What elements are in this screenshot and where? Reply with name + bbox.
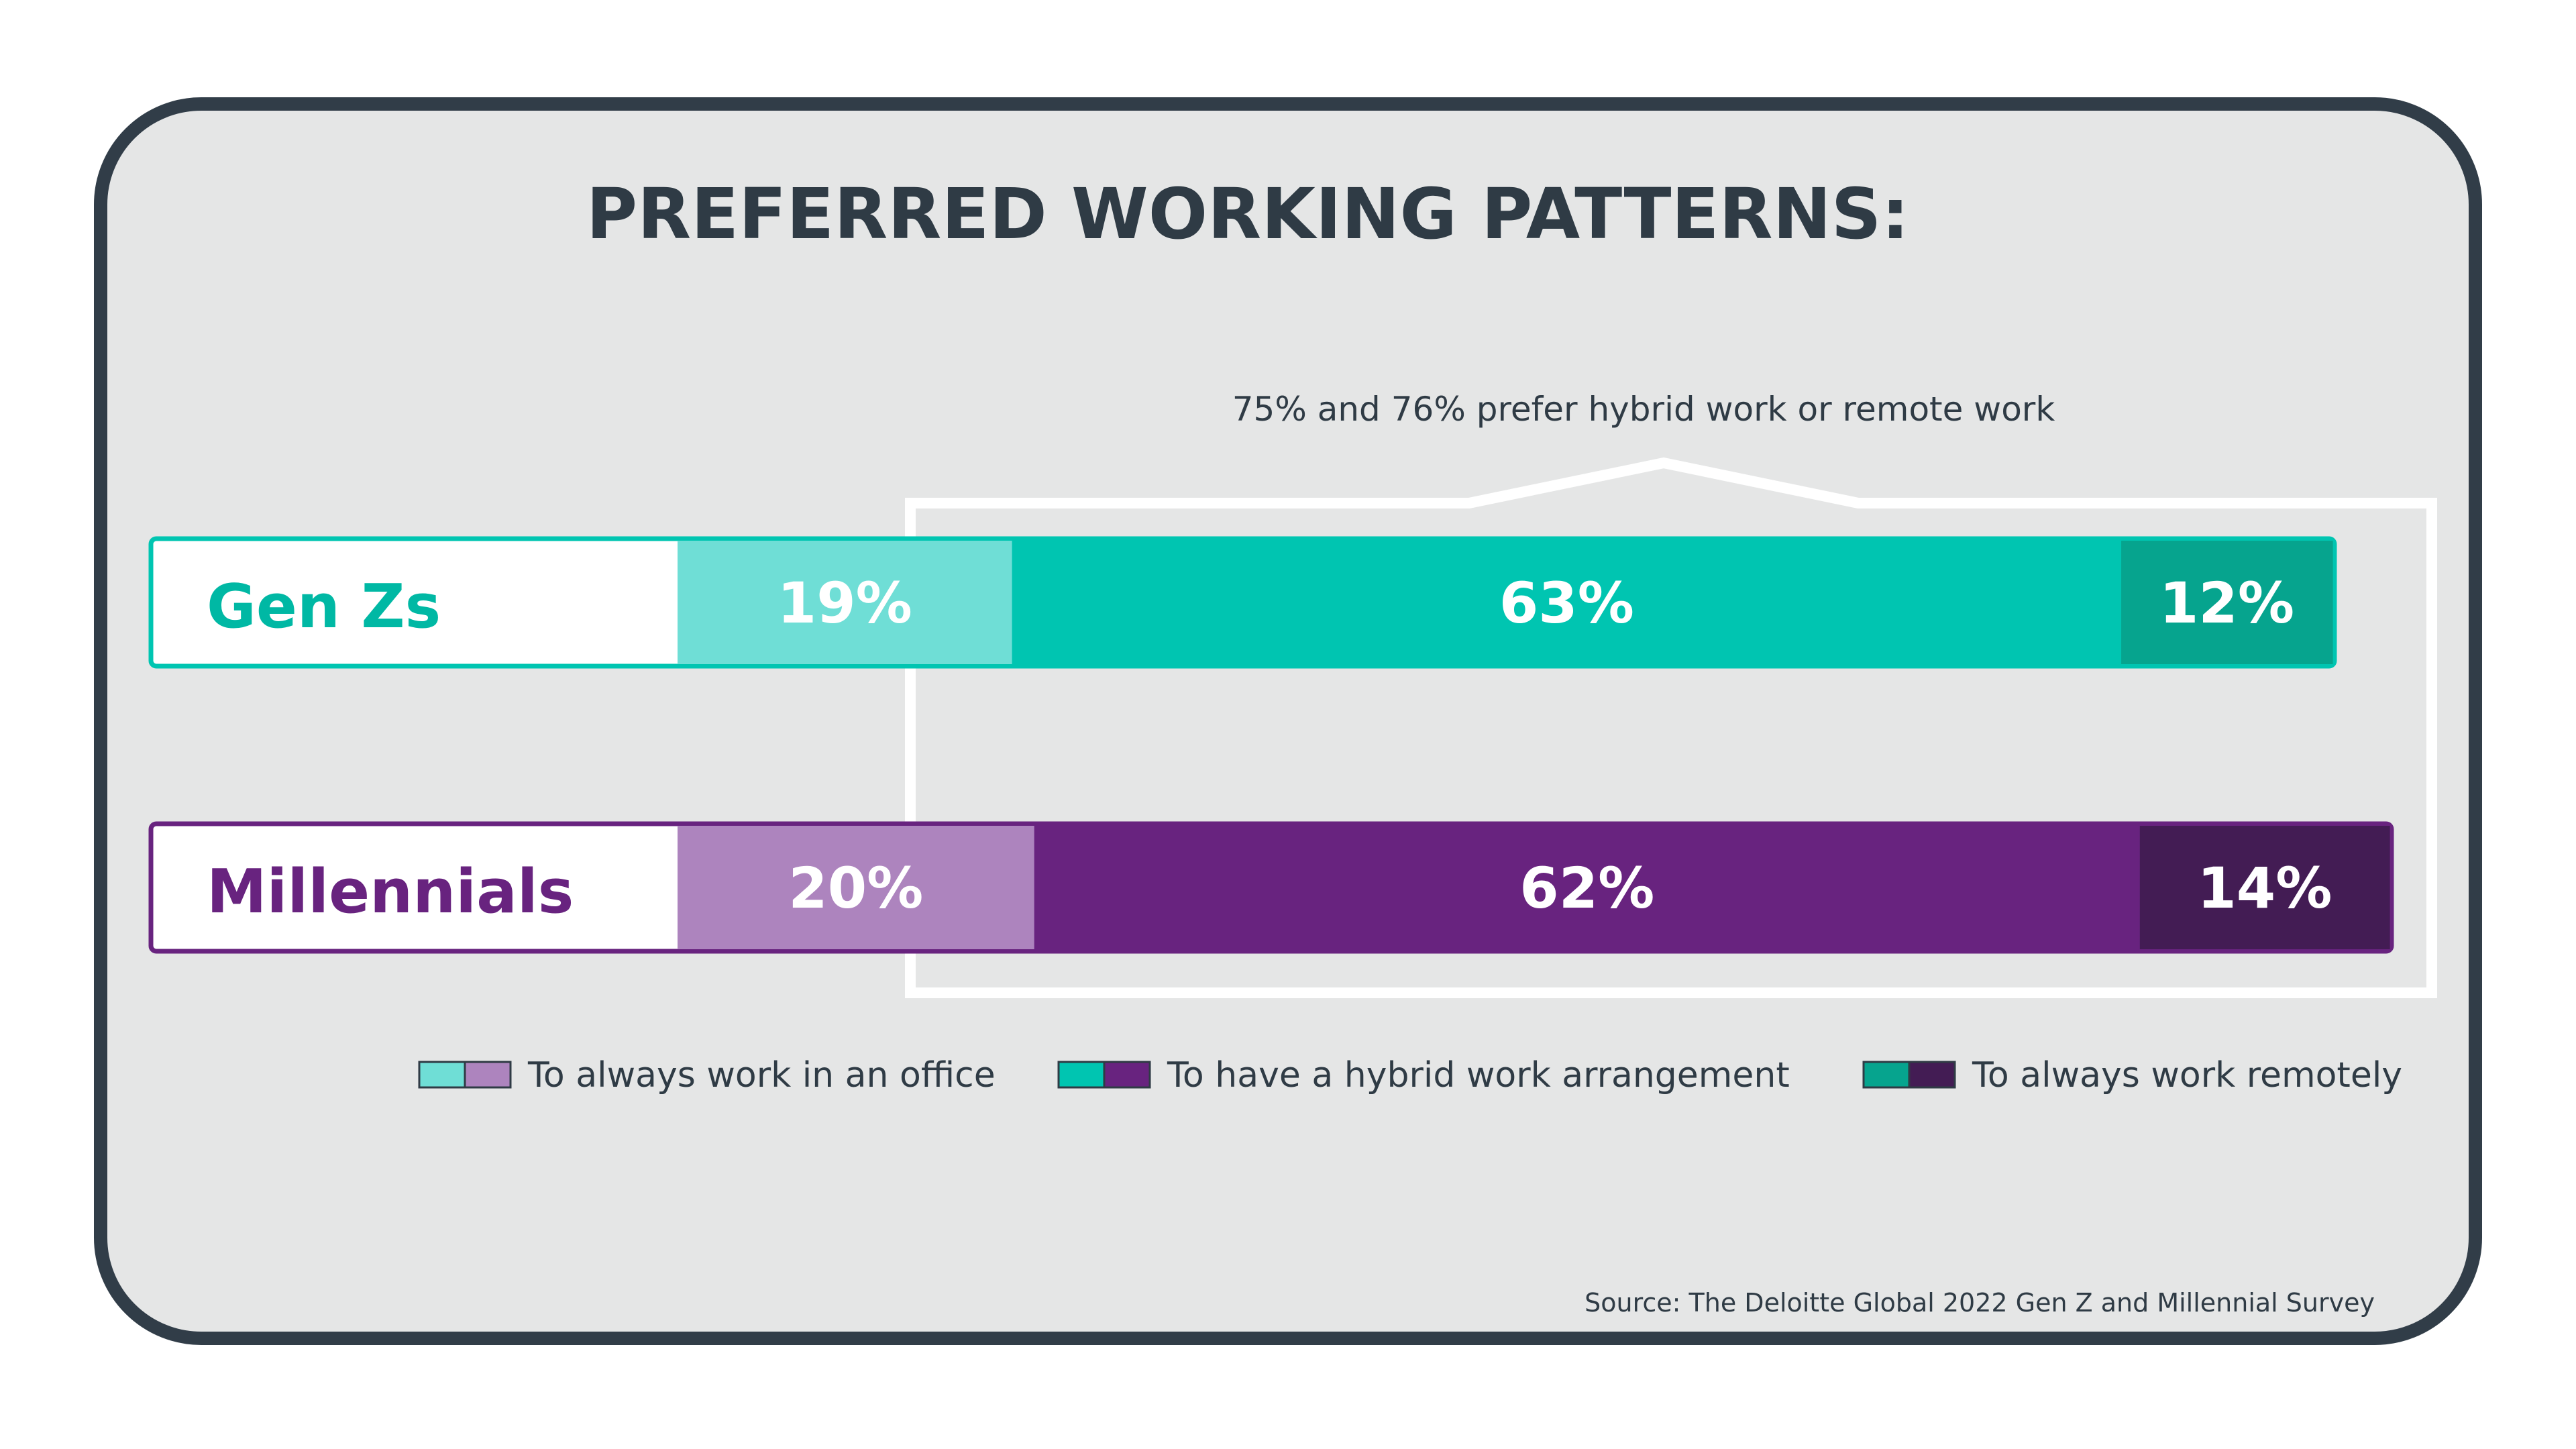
source-text: Source: The Deloitte Global 2022 Gen Z a… <box>1585 1288 2375 1318</box>
segments-genz: 19% 63% 12% <box>678 541 2333 664</box>
legend-item-office: To always work in an office <box>418 1055 996 1095</box>
data-label-genz-remote: 12% <box>2159 570 2294 636</box>
bar-segment-millennials-office <box>678 826 1035 949</box>
chart-title: PREFERRED WORKING PATTERNS: <box>586 173 1909 255</box>
legend-label-remote: To always work remotely <box>1972 1055 2402 1095</box>
annotation-text: 75% and 76% prefer hybrid work or remote… <box>1232 390 2055 429</box>
bar-segment-millennials-remote <box>2139 826 2390 949</box>
segments-millennials: 20% 62% 14% <box>678 826 2390 949</box>
row-label-millennials: Millennials <box>207 857 574 927</box>
chart-panel <box>94 97 2482 1345</box>
legend-swatch-office-millennials <box>464 1061 512 1089</box>
legend: To always work in an office To have a hy… <box>418 1055 2402 1095</box>
row-label-genz: Gen Zs <box>207 572 441 642</box>
data-label-millennials-remote: 14% <box>2197 855 2332 921</box>
data-label-genz-office: 19% <box>777 570 912 636</box>
bar-segment-genz-remote <box>2121 541 2333 664</box>
legend-item-remote: To always work remotely <box>1862 1055 2402 1095</box>
bar-segment-genz-office <box>678 541 1013 664</box>
bar-segment-genz-hybrid <box>1012 541 2122 664</box>
bar-segment-millennials-hybrid <box>1034 826 2141 949</box>
bar-row-millennials: Millennials 20% 62% 14% <box>148 821 2394 954</box>
legend-swatch-remote-genz <box>1862 1061 1911 1089</box>
legend-label-office: To always work in an office <box>527 1055 996 1095</box>
bar-row-genz: Gen Zs 19% 63% 12% <box>148 536 2337 669</box>
data-label-millennials-office: 20% <box>788 855 923 921</box>
legend-swatch-office-genz <box>418 1061 466 1089</box>
legend-swatch-hybrid-genz <box>1057 1061 1106 1089</box>
legend-item-hybrid: To have a hybrid work arrangement <box>1057 1055 1790 1095</box>
legend-swatch-hybrid-millennials <box>1103 1061 1151 1089</box>
data-label-genz-hybrid: 63% <box>1499 570 1634 636</box>
legend-swatch-remote-millennials <box>1908 1061 1956 1089</box>
data-label-millennials-hybrid: 62% <box>1519 855 1654 921</box>
legend-label-hybrid: To have a hybrid work arrangement <box>1167 1055 1790 1095</box>
highlight-frame <box>905 457 2437 998</box>
